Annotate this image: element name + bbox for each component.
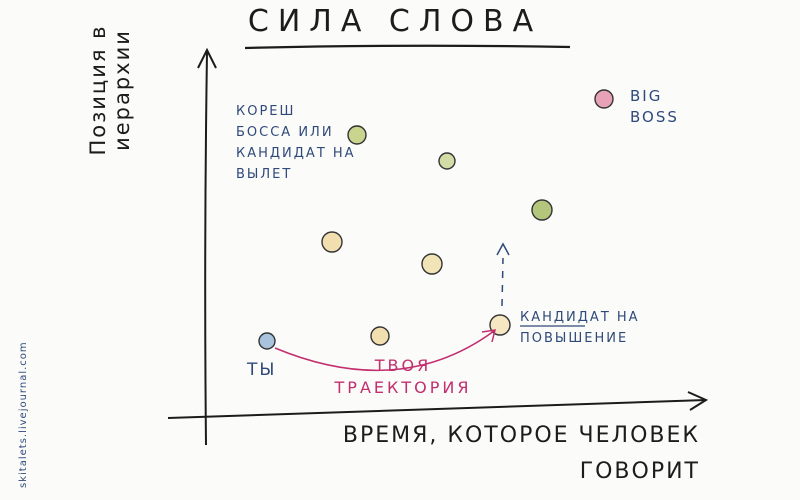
- dot-big-boss: [594, 89, 614, 109]
- y-axis: [204, 51, 208, 446]
- x-axis-arrowhead: [687, 391, 709, 411]
- dot-left-yellow: [321, 231, 343, 253]
- dots: [258, 89, 614, 350]
- dashed-arrowhead: [496, 242, 510, 256]
- dot-center-yellow: [421, 253, 443, 275]
- dashed-arrow: [501, 257, 504, 307]
- dot-you: [258, 332, 276, 350]
- dot-low-yellow: [370, 326, 390, 346]
- title-underline: [244, 44, 571, 50]
- label-trajectory: ТВОЯ ТРАЕКТОРИЯ: [334, 356, 472, 397]
- label-you: ТЫ: [247, 360, 277, 380]
- label-big-boss: BIG BOSS: [630, 87, 679, 126]
- dot-right-green: [531, 199, 553, 221]
- x-axis: [167, 399, 707, 419]
- x-axis-label: ВРЕМЯ, КОТОРОЕ ЧЕЛОВЕК ГОВОРИТ: [342, 423, 700, 484]
- diagram-title: СИЛА СЛОВА: [247, 4, 543, 39]
- label-promotion-candidate: КАНДИДАТ НА ПОВЫШЕНИЕ: [520, 310, 640, 346]
- trajectory-curve: [274, 330, 495, 372]
- trajectory-arrowhead: [481, 329, 497, 343]
- watermark: skitalets.livejournal.com: [18, 341, 29, 488]
- label-boss-friend: КОРЕШ БОССА ИЛИ КАНДИДАТ НА ВЫЛЕТ: [236, 104, 356, 182]
- y-axis-label: Позиция в иерархии: [86, 24, 134, 156]
- dot-mid-green: [438, 152, 456, 170]
- dot-boss-friend: [347, 125, 367, 145]
- y-axis-arrowhead: [197, 47, 217, 69]
